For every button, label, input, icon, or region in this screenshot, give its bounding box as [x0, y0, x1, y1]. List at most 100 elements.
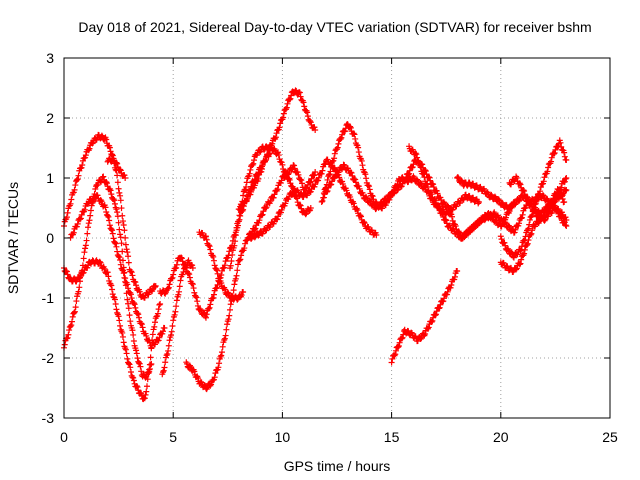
data-point: [141, 395, 148, 402]
data-point: [296, 201, 303, 208]
x-tick-label: 10: [275, 429, 291, 445]
data-point: [119, 267, 126, 274]
data-point: [206, 304, 213, 311]
data-point: [347, 124, 354, 131]
data-point: [117, 192, 124, 199]
data-point: [179, 258, 186, 265]
data-point: [149, 331, 156, 338]
data-point: [428, 191, 435, 198]
data-point: [112, 240, 119, 247]
data-point: [106, 144, 113, 151]
data-point: [85, 220, 92, 227]
data-point: [136, 360, 143, 367]
data-point: [205, 305, 212, 312]
plot-frame: [63, 57, 611, 419]
data-point: [244, 195, 251, 202]
data-point: [166, 337, 173, 344]
data-point: [416, 161, 423, 168]
data-point: [437, 301, 444, 308]
data-point: [352, 135, 359, 142]
data-point: [74, 176, 81, 183]
data-point: [513, 174, 520, 181]
data-point: [221, 262, 228, 269]
data-point: [343, 187, 350, 194]
data-point: [215, 364, 222, 371]
data-point: [122, 175, 129, 181]
data-point: [296, 89, 303, 96]
data-point: [331, 174, 338, 181]
data-point: [526, 221, 533, 228]
data-point: [138, 320, 145, 327]
data-point: [298, 177, 305, 184]
data-point: [82, 242, 89, 249]
data-point: [291, 165, 298, 172]
data-point: [126, 361, 133, 368]
data-point: [307, 117, 314, 124]
data-point: [307, 179, 314, 186]
data-point: [113, 206, 120, 213]
data-point: [222, 258, 229, 265]
y-tick-label: 3: [46, 50, 54, 66]
data-point: [123, 350, 130, 357]
data-point: [454, 268, 461, 274]
data-point: [191, 289, 198, 296]
data-point: [395, 186, 402, 193]
data-point: [77, 274, 84, 281]
data-point: [128, 269, 135, 276]
data-point: [116, 254, 123, 261]
data-point: [96, 258, 103, 265]
data-point: [113, 159, 120, 166]
data-point: [121, 227, 128, 234]
data-point: [562, 187, 569, 194]
data-point: [541, 174, 548, 181]
data-point: [454, 173, 461, 180]
data-point: [94, 192, 101, 199]
data-point: [417, 179, 424, 186]
data-point: [550, 150, 557, 157]
data-point: [311, 124, 318, 131]
data-point: [127, 268, 134, 275]
data-point: [401, 178, 408, 185]
data-point: [130, 338, 137, 345]
data-point: [169, 274, 176, 281]
data-point: [128, 295, 135, 302]
data-point: [563, 223, 570, 229]
data-point: [216, 360, 223, 367]
data-point: [558, 193, 565, 200]
data-point: [355, 149, 362, 156]
data-point: [87, 207, 94, 214]
data-point: [98, 132, 105, 139]
data-point: [545, 207, 552, 214]
data-point: [138, 321, 145, 328]
data-point: [396, 339, 403, 346]
data-point: [125, 285, 132, 292]
data-point: [331, 155, 338, 162]
data-point: [430, 181, 437, 188]
data-point: [123, 246, 130, 253]
data-point: [540, 178, 547, 185]
data-point: [392, 347, 399, 354]
data-point: [412, 150, 419, 157]
data-point: [291, 162, 298, 169]
data-point: [226, 306, 233, 313]
data-point: [72, 182, 79, 189]
data-point: [193, 294, 200, 301]
data-point: [521, 188, 528, 195]
data-point: [359, 162, 366, 169]
data-point: [363, 175, 370, 182]
data-point: [214, 270, 221, 277]
data-point: [323, 188, 330, 195]
data-point: [394, 187, 401, 194]
data-point: [109, 286, 116, 293]
data-point: [315, 177, 322, 184]
data-point: [120, 221, 127, 228]
data-point: [355, 144, 362, 151]
data-point: [543, 195, 550, 202]
data-point: [232, 275, 239, 282]
data-point: [388, 359, 395, 366]
data-point: [522, 233, 529, 240]
data-point: [561, 199, 568, 205]
data-point: [127, 318, 134, 325]
data-point: [223, 326, 230, 333]
data-point: [125, 300, 132, 307]
